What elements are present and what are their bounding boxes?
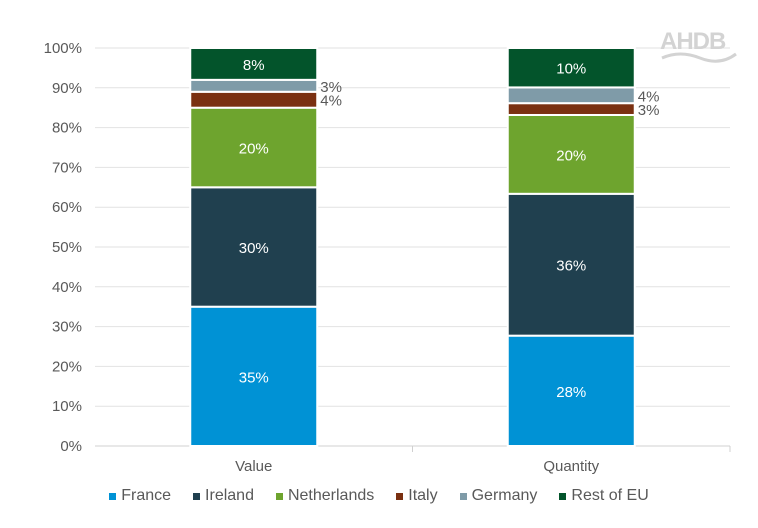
x-tick-label: Value (235, 458, 272, 475)
y-tick-label: 30% (52, 319, 82, 336)
y-tick-label: 40% (52, 279, 82, 296)
legend-label: France (121, 487, 172, 504)
bar-segment (506, 47, 636, 89)
y-tick-label: 100% (44, 40, 82, 57)
y-tick-label: 50% (52, 239, 82, 256)
y-tick-label: 70% (52, 159, 82, 176)
data-label: 4% (638, 88, 660, 105)
data-label: 35% (239, 369, 269, 386)
chart-plot: 0% 10% 20% 30% 40% 50% 60% 70% 80% 90% 100% Value 35… (44, 40, 731, 475)
data-label: 8% (243, 57, 265, 74)
bar-segment (506, 192, 636, 337)
legend-label: Ireland (205, 487, 254, 504)
legend-swatch (396, 492, 404, 500)
legend-item: Italy (396, 487, 438, 505)
data-label: 36% (556, 258, 586, 275)
logo-text: AHDB (660, 28, 726, 55)
data-label: 3% (320, 79, 342, 96)
bar-segment (506, 102, 636, 116)
legend-item: Netherlands (275, 487, 375, 505)
data-label: 28% (556, 384, 586, 401)
data-label: 30% (239, 240, 269, 257)
data-label: 4% (320, 93, 342, 110)
data-label: 20% (239, 141, 269, 158)
bar-segment (506, 113, 636, 195)
x-tick-label: Quantity (543, 458, 599, 475)
legend-label: Netherlands (287, 487, 375, 504)
y-tick-label: 0% (60, 438, 82, 455)
y-tick-label: 20% (52, 358, 82, 375)
bar-segment (189, 90, 319, 109)
data-label: 3% (638, 102, 660, 119)
ahdb-logo: AHDB (660, 28, 738, 68)
legend-label: Germany (471, 487, 538, 504)
legend: France Ireland Netherlands Italy Germany Rest… (0, 487, 758, 505)
bar-segment (189, 305, 319, 448)
bar-segment (189, 47, 319, 81)
y-tick-label: 60% (52, 199, 82, 216)
bar-segment (506, 86, 636, 105)
legend-label: Italy (408, 487, 438, 504)
legend-swatch (109, 492, 117, 500)
legend-item: France (109, 487, 171, 505)
legend-swatch (559, 492, 567, 500)
bar-segment (189, 78, 319, 93)
legend-item: Ireland (193, 487, 254, 505)
y-tick-label: 90% (52, 80, 82, 97)
y-tick-label: 10% (52, 398, 82, 415)
data-label: 20% (556, 147, 586, 164)
legend-swatch (459, 492, 467, 500)
legend-label: Rest of EU (571, 487, 649, 504)
legend-item: Germany (459, 487, 538, 505)
data-label: 10% (556, 61, 586, 78)
legend-swatch (193, 492, 201, 500)
legend-swatch (275, 492, 283, 500)
legend-item: Rest of EU (559, 487, 649, 505)
bar-segment (506, 334, 636, 447)
y-tick-label: 80% (52, 120, 82, 137)
logo-wave-icon (661, 52, 737, 63)
